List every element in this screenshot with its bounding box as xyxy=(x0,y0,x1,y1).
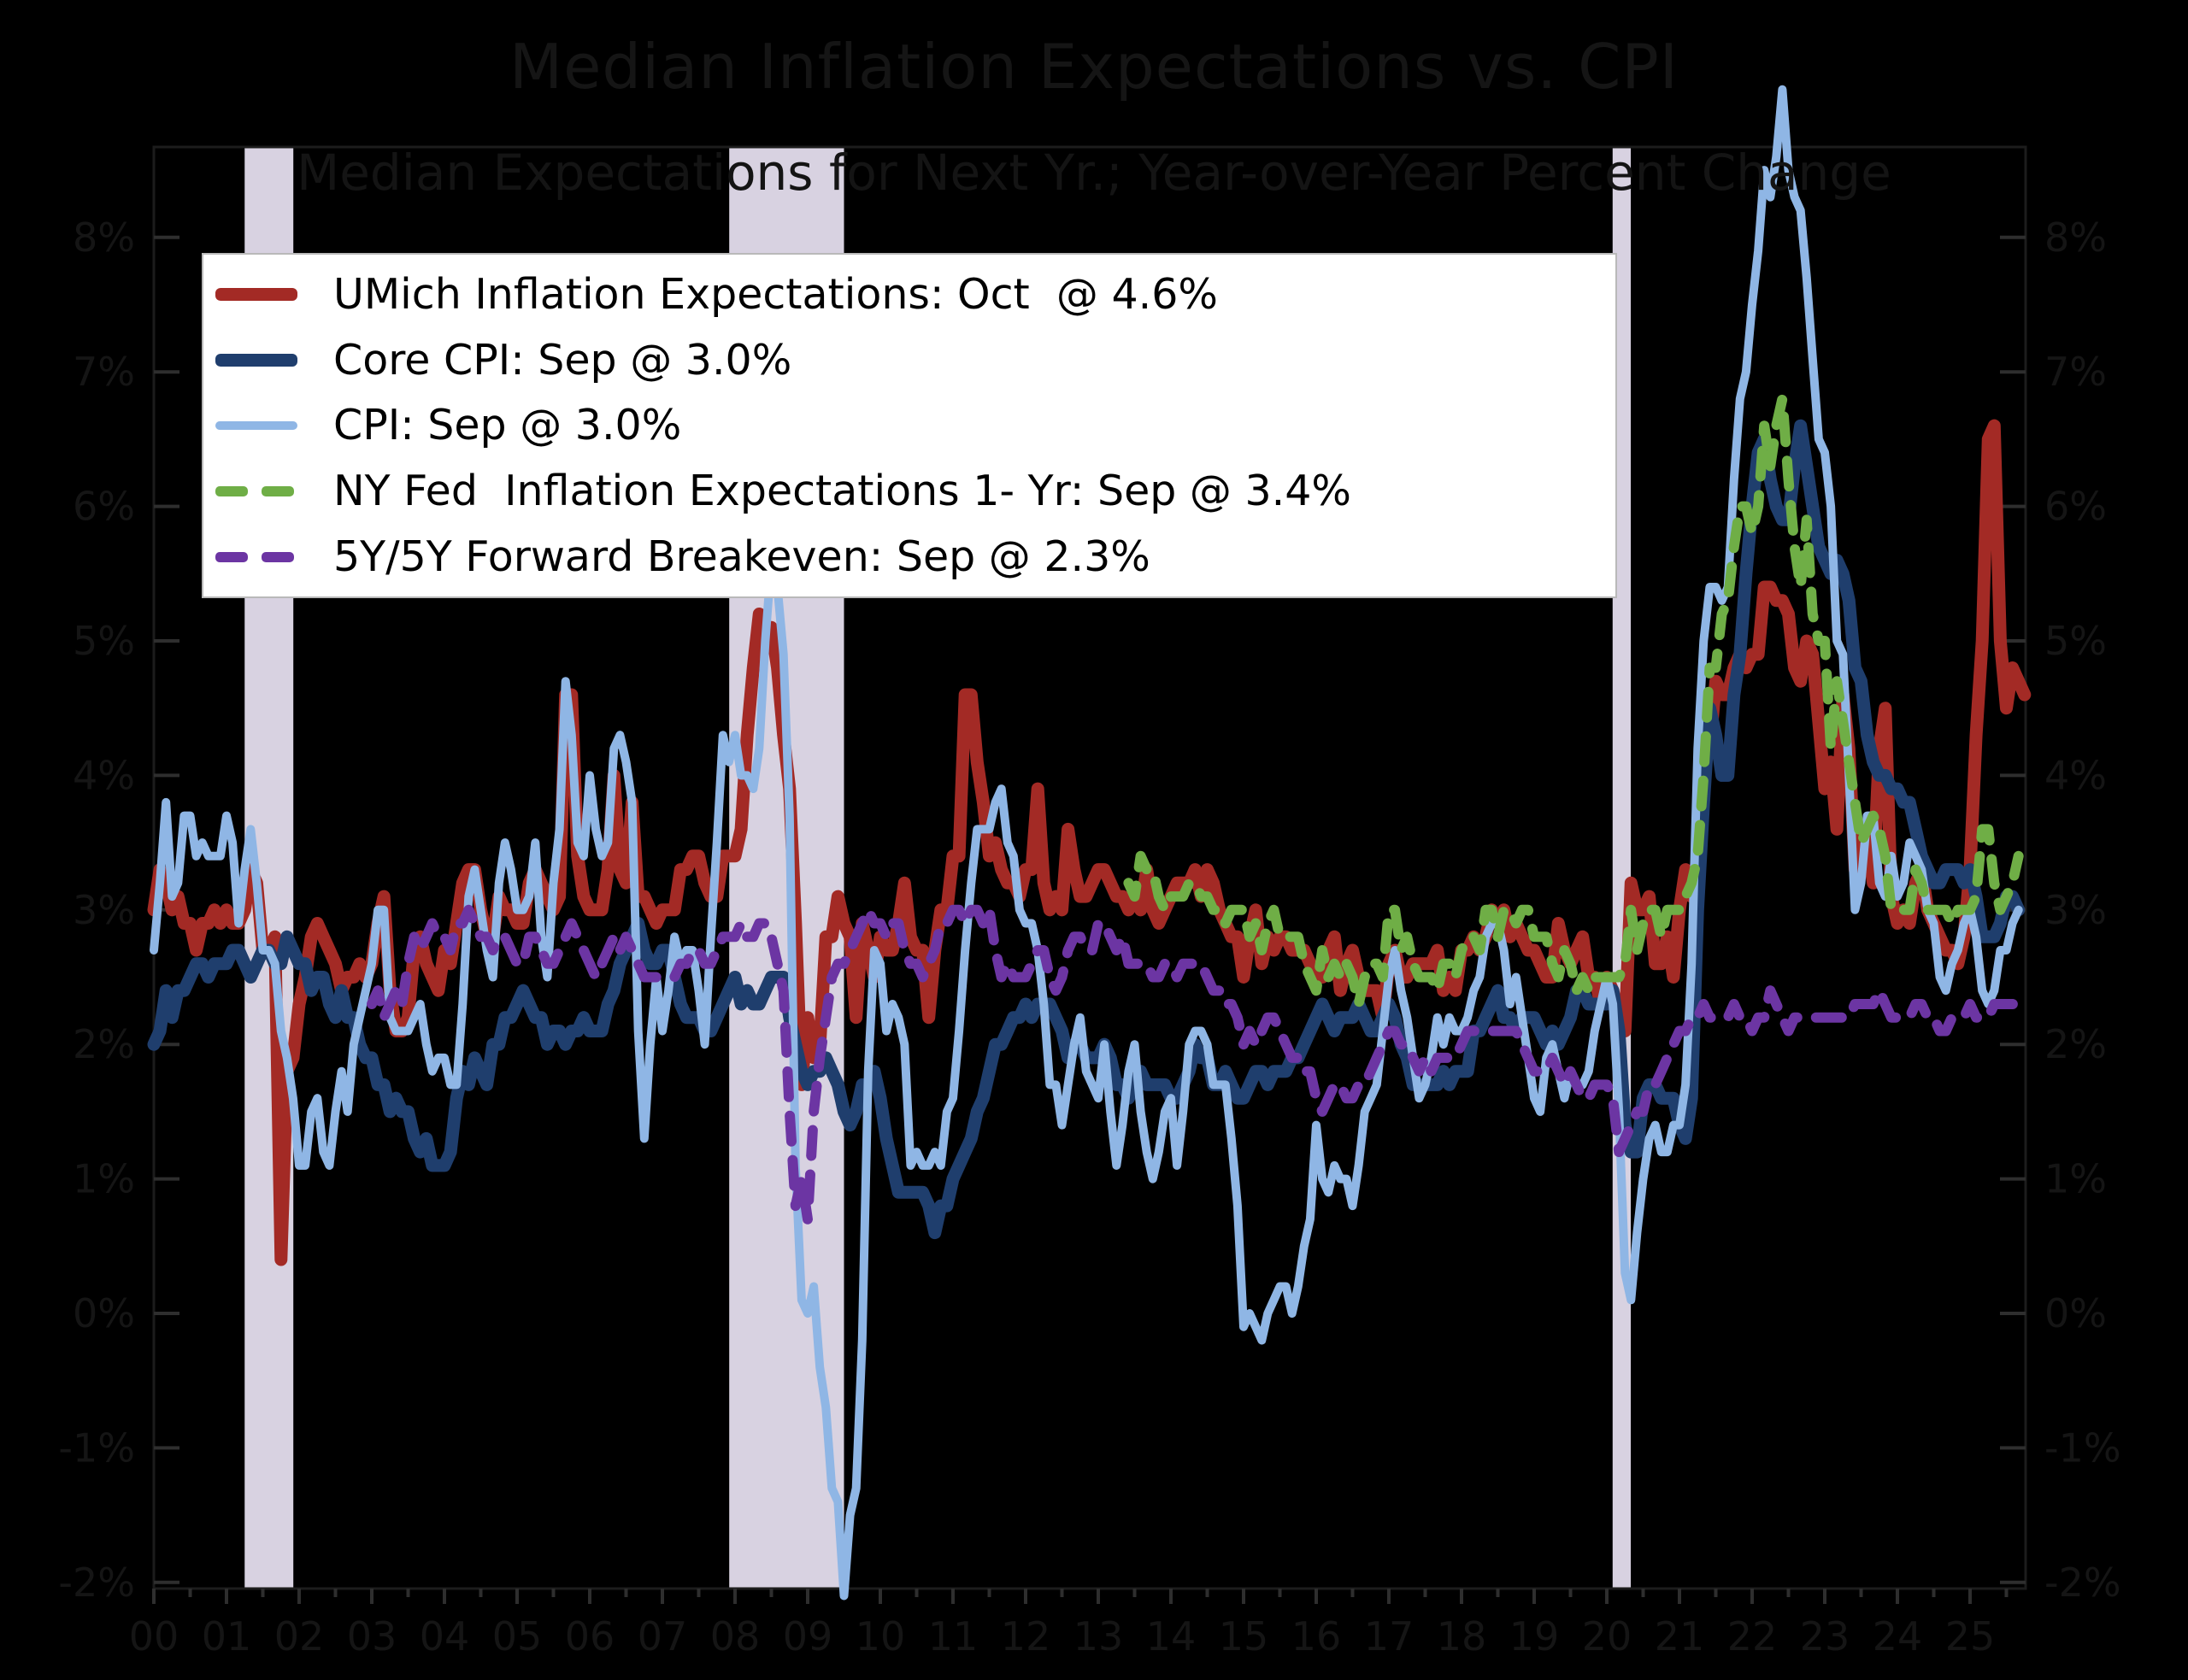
y-axis-label-left: 0% xyxy=(73,1290,135,1336)
legend-label: 5Y/5Y Forward Breakeven: Sep @ 2.3% xyxy=(333,532,1150,582)
y-axis-label-left: 5% xyxy=(73,618,135,664)
x-axis-label: 19 xyxy=(1509,1613,1560,1659)
legend-row: 5Y/5Y Forward Breakeven: Sep @ 2.3% xyxy=(215,526,1615,588)
y-axis-label-right: -2% xyxy=(2044,1560,2121,1606)
y-axis-label-right: 4% xyxy=(2044,752,2107,798)
x-axis-label: 12 xyxy=(1001,1613,1051,1659)
x-axis-label: 03 xyxy=(347,1613,397,1659)
line-segment-icon xyxy=(215,353,297,367)
y-axis-label-left: 2% xyxy=(73,1021,135,1067)
x-axis-label: 08 xyxy=(710,1613,761,1659)
x-axis-label: 22 xyxy=(1727,1613,1778,1659)
x-axis-label: 17 xyxy=(1364,1613,1415,1659)
x-axis-label: 13 xyxy=(1073,1613,1124,1659)
y-axis-label-left: -2% xyxy=(58,1560,135,1606)
y-axis-label-left: 1% xyxy=(73,1156,135,1202)
x-axis-label: 01 xyxy=(202,1613,252,1659)
legend-row: CPI: Sep @ 3.0% xyxy=(215,395,1615,456)
dash-segment-icon xyxy=(215,551,248,562)
y-axis-label-left: 7% xyxy=(73,349,135,395)
chart-title: Median Inflation Expectations vs. CPI xyxy=(509,31,1679,103)
legend-swatch-cpi_lightblue xyxy=(215,420,316,430)
legend-label: CPI: Sep @ 3.0% xyxy=(333,401,682,450)
x-axis-label: 24 xyxy=(1873,1613,1923,1659)
line-segment-icon xyxy=(215,287,297,301)
y-axis-label-right: 6% xyxy=(2044,484,2107,530)
y-axis-label-right: 8% xyxy=(2044,214,2107,261)
x-axis-label: 09 xyxy=(783,1613,833,1659)
y-axis-label-right: 5% xyxy=(2044,618,2107,664)
y-axis-label-left: -1% xyxy=(58,1424,135,1471)
legend-label: UMich Inflation Expectations: Oct @ 4.6% xyxy=(333,269,1218,319)
x-axis-label: 06 xyxy=(565,1613,615,1659)
x-axis-label: 04 xyxy=(420,1613,470,1659)
legend-swatch-nyfed_green xyxy=(215,485,316,496)
x-axis-label: 07 xyxy=(638,1613,688,1659)
line-segment-icon xyxy=(215,420,297,430)
legend-row: NY Fed Inflation Expectations 1- Yr: Sep… xyxy=(215,461,1615,522)
y-axis-label-left: 6% xyxy=(73,484,135,530)
x-axis-label: 16 xyxy=(1291,1613,1342,1659)
dash-segment-icon xyxy=(215,485,248,496)
y-axis-label-right: 0% xyxy=(2044,1290,2107,1336)
series-line-nyfed_green xyxy=(1123,393,2024,1009)
legend-box: UMich Inflation Expectations: Oct @ 4.6%… xyxy=(202,253,1617,598)
legend-swatch-breakeven_purple xyxy=(215,551,316,562)
legend-label: Core CPI: Sep @ 3.0% xyxy=(333,335,792,385)
dash-segment-icon xyxy=(262,485,294,496)
y-axis-label-right: 2% xyxy=(2044,1021,2107,1067)
legend-label: NY Fed Inflation Expectations 1- Yr: Sep… xyxy=(333,467,1351,516)
y-axis-label-right: 1% xyxy=(2044,1156,2107,1202)
y-axis-label-right: -1% xyxy=(2044,1424,2121,1471)
x-axis-label: 20 xyxy=(1582,1613,1632,1659)
series-line-breakeven_purple xyxy=(367,904,2024,1225)
dash-segment-icon xyxy=(262,551,294,562)
x-axis-label: 02 xyxy=(274,1613,325,1659)
x-axis-label: 21 xyxy=(1655,1613,1705,1659)
chart-subtitle: Median Expectations for Next Yr.; Year-o… xyxy=(297,144,1891,202)
x-axis-label: 15 xyxy=(1219,1613,1269,1659)
x-axis-label: 14 xyxy=(1146,1613,1197,1659)
x-axis-label: 23 xyxy=(1800,1613,1850,1659)
x-axis-label: 11 xyxy=(928,1613,979,1659)
y-axis-label-left: 8% xyxy=(73,214,135,261)
y-axis-label-right: 3% xyxy=(2044,887,2107,933)
y-axis-label-right: 7% xyxy=(2044,349,2107,395)
x-axis-label: 25 xyxy=(1945,1613,1996,1659)
x-axis-label: 10 xyxy=(856,1613,906,1659)
legend-row: UMich Inflation Expectations: Oct @ 4.6% xyxy=(215,263,1615,325)
legend-swatch-umich_red xyxy=(215,287,316,301)
y-axis-label-left: 3% xyxy=(73,887,135,933)
x-axis-label: 18 xyxy=(1437,1613,1487,1659)
legend-swatch-core_cpi_navy xyxy=(215,353,316,367)
y-axis-label-left: 4% xyxy=(73,752,135,798)
series-line-cpi_lightblue xyxy=(150,85,2023,1601)
x-axis-label: 05 xyxy=(492,1613,543,1659)
x-axis-label: 00 xyxy=(129,1613,179,1659)
legend-row: Core CPI: Sep @ 3.0% xyxy=(215,329,1615,391)
